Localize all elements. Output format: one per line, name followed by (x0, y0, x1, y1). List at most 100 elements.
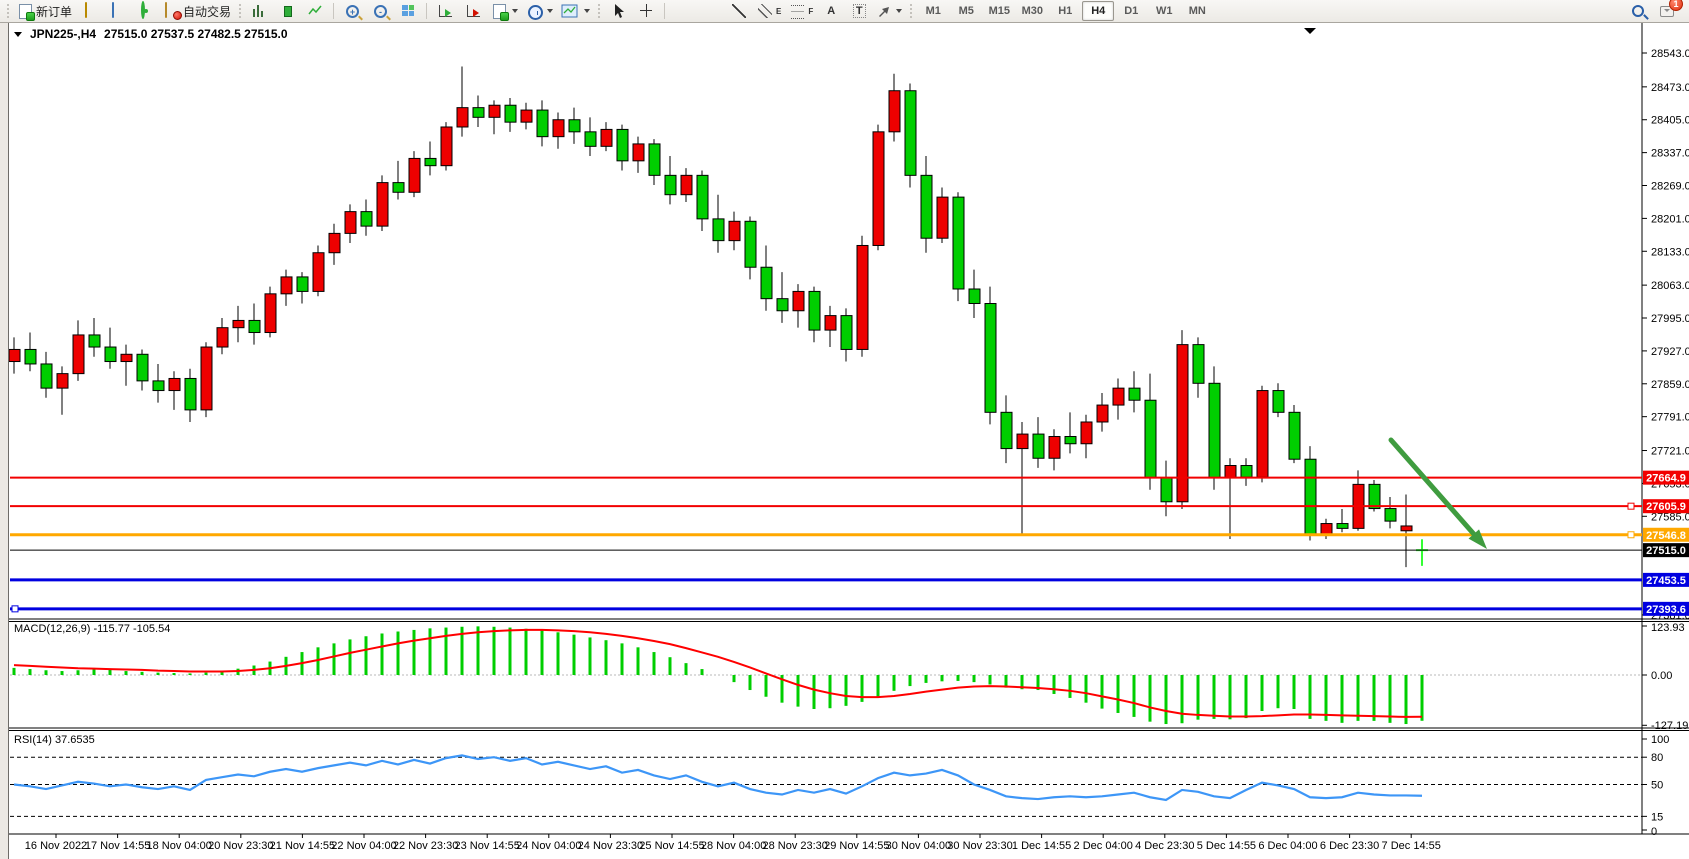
svg-text:25 Nov 14:55: 25 Nov 14:55 (639, 840, 704, 852)
arrow-annotation[interactable] (1388, 437, 1487, 549)
svg-text:27546.8: 27546.8 (1646, 530, 1686, 542)
zoom-out-button[interactable]: - (367, 0, 393, 22)
channel-tool-button[interactable]: E (754, 0, 784, 22)
line-anchor[interactable] (1627, 531, 1635, 539)
bar-chart-mode-button[interactable] (246, 0, 272, 22)
svg-text:100: 100 (1651, 734, 1669, 746)
svg-text:50: 50 (1651, 780, 1663, 792)
svg-text:30 Nov 04:00: 30 Nov 04:00 (886, 840, 951, 852)
chart-shift-marker-icon[interactable] (1304, 28, 1316, 34)
new-order-label: 新订单 (36, 4, 73, 19)
timeframe-button-d1[interactable]: D1 (1124, 5, 1139, 17)
svg-text:0.00: 0.00 (1651, 670, 1672, 682)
market-watch-button[interactable] (77, 0, 103, 22)
tile-windows-button[interactable] (395, 0, 421, 22)
svg-text:28269.0: 28269.0 (1651, 181, 1689, 193)
svg-text:28201.0: 28201.0 (1651, 213, 1689, 225)
candlestick-mode-button[interactable] (274, 0, 300, 22)
svg-text:23 Nov 14:55: 23 Nov 14:55 (454, 840, 519, 852)
one-click-trading-toggle-icon[interactable] (14, 31, 22, 37)
candlestick-icon (284, 4, 294, 20)
svg-text:7 Dec 14:55: 7 Dec 14:55 (1382, 840, 1441, 852)
arrows-tool-button[interactable] (874, 0, 905, 22)
svg-text:27585.0: 27585.0 (1651, 511, 1689, 523)
svg-text:2 Dec 04:00: 2 Dec 04:00 (1074, 840, 1133, 852)
toolbar-drag-handle[interactable] (238, 3, 243, 19)
svg-text:24 Nov 23:30: 24 Nov 23:30 (578, 840, 643, 852)
svg-text:27453.5: 27453.5 (1646, 575, 1686, 587)
data-window-button[interactable] (105, 0, 131, 22)
toolbar-drag-handle[interactable] (6, 3, 10, 19)
svg-text:16 Nov 2022: 16 Nov 2022 (25, 840, 87, 852)
timeframe-button-m1[interactable]: M1 (925, 5, 941, 17)
svg-text:27605.9: 27605.9 (1646, 501, 1686, 513)
price-label-box (1643, 470, 1689, 485)
svg-text:0: 0 (1651, 826, 1657, 838)
svg-text:20 Nov 23:30: 20 Nov 23:30 (208, 840, 273, 852)
new-chart-button[interactable] (488, 0, 521, 22)
autotrading-button[interactable]: 自动交易 (161, 0, 234, 22)
chevron-down-icon (584, 9, 591, 13)
svg-text:27791.0: 27791.0 (1651, 412, 1689, 424)
timeframe-button-h1[interactable]: H1 (1058, 5, 1073, 17)
horizontal-line-tool-button[interactable] (698, 0, 724, 22)
svg-text:17 Nov 14:55: 17 Nov 14:55 (85, 840, 150, 852)
market-depth-button[interactable] (133, 0, 159, 22)
svg-text:27927.0: 27927.0 (1651, 346, 1689, 358)
svg-text:22 Nov 04:00: 22 Nov 04:00 (331, 840, 396, 852)
search-button[interactable] (1625, 0, 1651, 22)
crosshair-tool-button[interactable] (633, 0, 659, 22)
price-label-box (1643, 499, 1689, 514)
chart-plot[interactable]: 28543.0 28473.0 28405.0 28337.0 28269.0 28201… (0, 23, 1689, 859)
timeframe-button-mn[interactable]: MN (1188, 5, 1206, 17)
zoom-in-button[interactable]: + (339, 0, 365, 22)
svg-text:28337.0: 28337.0 (1651, 148, 1689, 160)
tile-windows-icon (402, 5, 415, 16)
line-chart-mode-button[interactable] (302, 0, 328, 22)
line-anchor[interactable] (1627, 502, 1635, 510)
timeframe-button-h4[interactable]: H4 (1082, 1, 1115, 21)
window-icon (112, 2, 115, 18)
timeframe-button-w1[interactable]: W1 (1156, 5, 1173, 17)
line-anchor[interactable] (11, 605, 19, 613)
vertical-line-tool-button[interactable] (670, 0, 696, 22)
svg-text:22 Nov 23:30: 22 Nov 23:30 (393, 840, 458, 852)
trendline-tool-button[interactable] (726, 0, 752, 22)
timeframe-button-m30[interactable]: M30 (1021, 5, 1043, 17)
timeframe-button-m15[interactable]: M15 (988, 5, 1010, 17)
text-tool-button[interactable]: A (818, 0, 844, 22)
notifications-button[interactable]: 1 (1653, 0, 1683, 22)
svg-text:27515.0: 27515.0 (1646, 545, 1686, 557)
svg-text:18 Nov 04:00: 18 Nov 04:00 (146, 840, 211, 852)
fibonacci-tool-button[interactable]: F (786, 0, 816, 22)
fibo-tag: F (808, 6, 814, 16)
trendline-icon (732, 4, 747, 18)
new-order-icon (19, 4, 35, 21)
new-order-button[interactable]: 新订单 (14, 0, 75, 22)
text-label-icon: T (852, 4, 866, 18)
price-label-box (1643, 527, 1689, 542)
toolbar-drag-handle[interactable] (597, 3, 602, 19)
toolbar-drag-handle[interactable] (909, 3, 914, 19)
chart-shift-button[interactable] (460, 0, 486, 22)
fibonacci-icon (791, 5, 805, 19)
new-chart-icon (493, 4, 510, 21)
svg-text:4 Dec 23:30: 4 Dec 23:30 (1135, 840, 1194, 852)
period-button[interactable] (523, 0, 556, 22)
svg-text:28 Nov 04:00: 28 Nov 04:00 (701, 840, 766, 852)
timeframe-toolbar: M1 M5 M15 M30 H1 H4 D1 W1 MN (917, 1, 1213, 21)
svg-text:27393.6: 27393.6 (1646, 604, 1686, 616)
clock-icon (528, 5, 544, 20)
timeframe-button-m5[interactable]: M5 (958, 5, 974, 17)
auto-scroll-button[interactable] (432, 0, 458, 22)
cursor-tool-button[interactable] (605, 0, 631, 22)
macd-pane: 123.93 0.00 -127.19 (10, 622, 1688, 732)
search-icon (1632, 5, 1644, 17)
chart-window[interactable]: JPN225-,H4 27515.0 27537.5 27482.5 27515… (0, 23, 1689, 859)
svg-text:28543.0: 28543.0 (1651, 48, 1689, 60)
templates-button[interactable] (558, 0, 593, 22)
chart-frame (9, 23, 1689, 835)
crosshair-icon (638, 3, 654, 19)
text-label-tool-button[interactable]: T (846, 0, 872, 22)
